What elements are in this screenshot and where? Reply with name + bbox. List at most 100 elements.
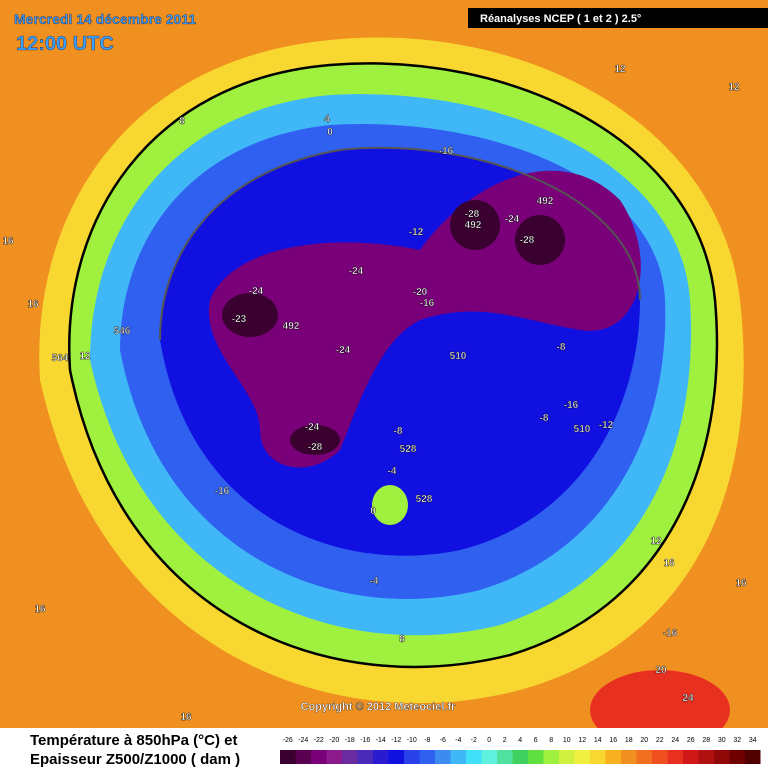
contour-label: 16 — [27, 299, 39, 310]
contour-label: 528 — [400, 444, 417, 455]
legend-label: 6 — [534, 737, 538, 744]
legend-label: -2 — [471, 737, 477, 744]
contour-label: 0 — [370, 506, 376, 517]
legend-swatch — [342, 750, 358, 764]
legend-swatch — [590, 750, 606, 764]
contour-label: -16 — [663, 628, 678, 639]
contour-label: -24 — [249, 286, 264, 297]
legend-label: 16 — [609, 737, 617, 744]
contour-label: -12 — [409, 227, 424, 238]
cold-core — [450, 200, 500, 250]
contour-label: -28 — [465, 209, 480, 220]
footer-title: Température à 850hPa (°C) et — [30, 732, 237, 749]
legend-swatch — [729, 750, 745, 764]
legend-swatch — [528, 750, 544, 764]
legend-label: 32 — [733, 737, 741, 744]
contour-label: 4 — [324, 114, 330, 125]
legend-swatch — [636, 750, 652, 764]
legend-label: 28 — [702, 737, 710, 744]
legend-label: -8 — [424, 737, 430, 744]
legend-swatch — [404, 750, 420, 764]
source: Réanalyses NCEP ( 1 et 2 ) 2.5° — [480, 13, 641, 25]
legend-swatch — [559, 750, 575, 764]
legend-label: -26 — [283, 737, 293, 744]
legend-label: 8 — [549, 737, 553, 744]
contour-label: 12 — [728, 82, 740, 93]
contour-label: 16 — [34, 604, 46, 615]
contour-label: -16 — [215, 486, 230, 497]
legend-swatch — [311, 750, 327, 764]
legend-swatch — [357, 750, 373, 764]
contour-label: -28 — [308, 442, 323, 453]
contour-label: 12 — [614, 64, 626, 75]
legend-swatch — [450, 750, 466, 764]
legend-label: -16 — [360, 737, 370, 744]
contour-label: -24 — [336, 345, 351, 356]
legend-swatch — [419, 750, 435, 764]
legend-swatch — [481, 750, 497, 764]
legend-label: 0 — [487, 737, 491, 744]
cold-core — [290, 425, 340, 455]
contour-label: 12 — [79, 351, 91, 362]
legend-swatch — [605, 750, 621, 764]
contour-label: 8 — [399, 634, 405, 645]
legend-label: -22 — [314, 737, 324, 744]
legend-swatch — [512, 750, 528, 764]
legend-swatch — [574, 750, 590, 764]
legend: -26 -24 -22 -20 -18 -16 -14 -12 -10 -8 -6 -4 -2 0 2 4 6 8… — [280, 737, 761, 764]
legend-label: -6 — [440, 737, 446, 744]
legend-label: -24 — [298, 737, 308, 744]
contour-label: -8 — [394, 426, 403, 437]
legend-label: 10 — [563, 737, 571, 744]
contour-label: -4 — [388, 466, 397, 477]
legend-swatch — [714, 750, 730, 764]
legend-swatch — [295, 750, 311, 764]
contour-label: -8 — [540, 413, 549, 424]
legend-label: -20 — [329, 737, 339, 744]
contour-label: 492 — [283, 321, 300, 332]
contour-label: -8 — [557, 342, 566, 353]
contour-label: 16 — [2, 236, 14, 247]
legend-label: -4 — [455, 737, 461, 744]
legend-swatch — [466, 750, 482, 764]
legend-label: 2 — [503, 737, 507, 744]
warm-pocket — [372, 485, 408, 525]
legend-swatch — [435, 750, 451, 764]
legend-label: 30 — [718, 737, 726, 744]
contour-label: -24 — [305, 422, 320, 433]
contour-label: -16 — [420, 298, 435, 309]
legend-label: 4 — [518, 737, 522, 744]
source-box — [468, 8, 768, 28]
legend-label: -10 — [407, 737, 417, 744]
contour-label: 528 — [416, 494, 433, 505]
contour-label: 16 — [180, 712, 192, 723]
contour-label: -24 — [349, 266, 364, 277]
contour-label: 564 — [52, 353, 69, 364]
contour-label: -20 — [413, 287, 428, 298]
legend-label: 18 — [625, 737, 633, 744]
contour-label: 16 — [663, 558, 675, 569]
contour-label: 510 — [450, 351, 467, 362]
contour-label: 16 — [735, 578, 747, 589]
thickness-line — [159, 146, 641, 341]
legend-swatch — [497, 750, 513, 764]
contour-label: 492 — [465, 220, 482, 231]
contour-label: -24 — [505, 214, 520, 225]
date: Mercredi 14 décembre 2011 — [14, 11, 196, 27]
legend-label: 14 — [594, 737, 602, 744]
legend-label: 34 — [749, 737, 757, 744]
copyright: Copyright © 2012 Meteociel.fr — [301, 701, 457, 713]
contour-label: -16 — [439, 146, 454, 157]
legend-label: -12 — [391, 737, 401, 744]
legend-swatch — [652, 750, 668, 764]
contour-label: 20 — [655, 665, 667, 676]
contour-label: 24 — [682, 693, 694, 704]
contour-label: 510 — [574, 424, 591, 435]
legend-label: 12 — [578, 737, 586, 744]
legend-label: 20 — [640, 737, 648, 744]
contour-label: 12 — [650, 536, 662, 547]
legend-label: -14 — [376, 737, 386, 744]
contour-label: 492 — [537, 196, 554, 207]
legend-label: 26 — [687, 737, 695, 744]
